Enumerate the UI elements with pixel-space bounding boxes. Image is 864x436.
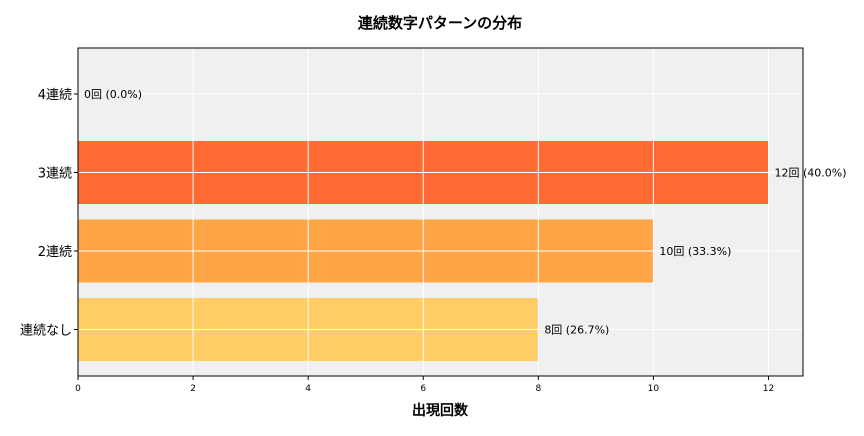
x-tick-label: 2 [190,384,196,394]
y-tick-label: 連続なし [20,324,72,339]
y-tick-label: 2連続 [38,245,72,260]
data-label: 0回 (0.0%) [84,88,142,101]
x-tick-label: 4 [305,384,311,394]
x-tick-label: 8 [535,384,541,394]
x-tick-label: 10 [648,384,660,394]
x-tick-label: 0 [75,384,81,394]
data-label: 12回 (40.0%) [774,167,846,180]
x-axis-label: 出現回数 [412,402,469,419]
y-tick-label: 3連続 [38,167,72,182]
chart-title: 連続数字パターンの分布 [358,14,522,32]
data-label: 8回 (26.7%) [544,324,609,337]
x-tick-label: 12 [763,384,774,394]
plot-frame [77,47,804,377]
data-label: 10回 (33.3%) [659,245,731,258]
y-tick-label: 4連続 [38,88,72,103]
x-tick-label: 6 [420,384,426,394]
